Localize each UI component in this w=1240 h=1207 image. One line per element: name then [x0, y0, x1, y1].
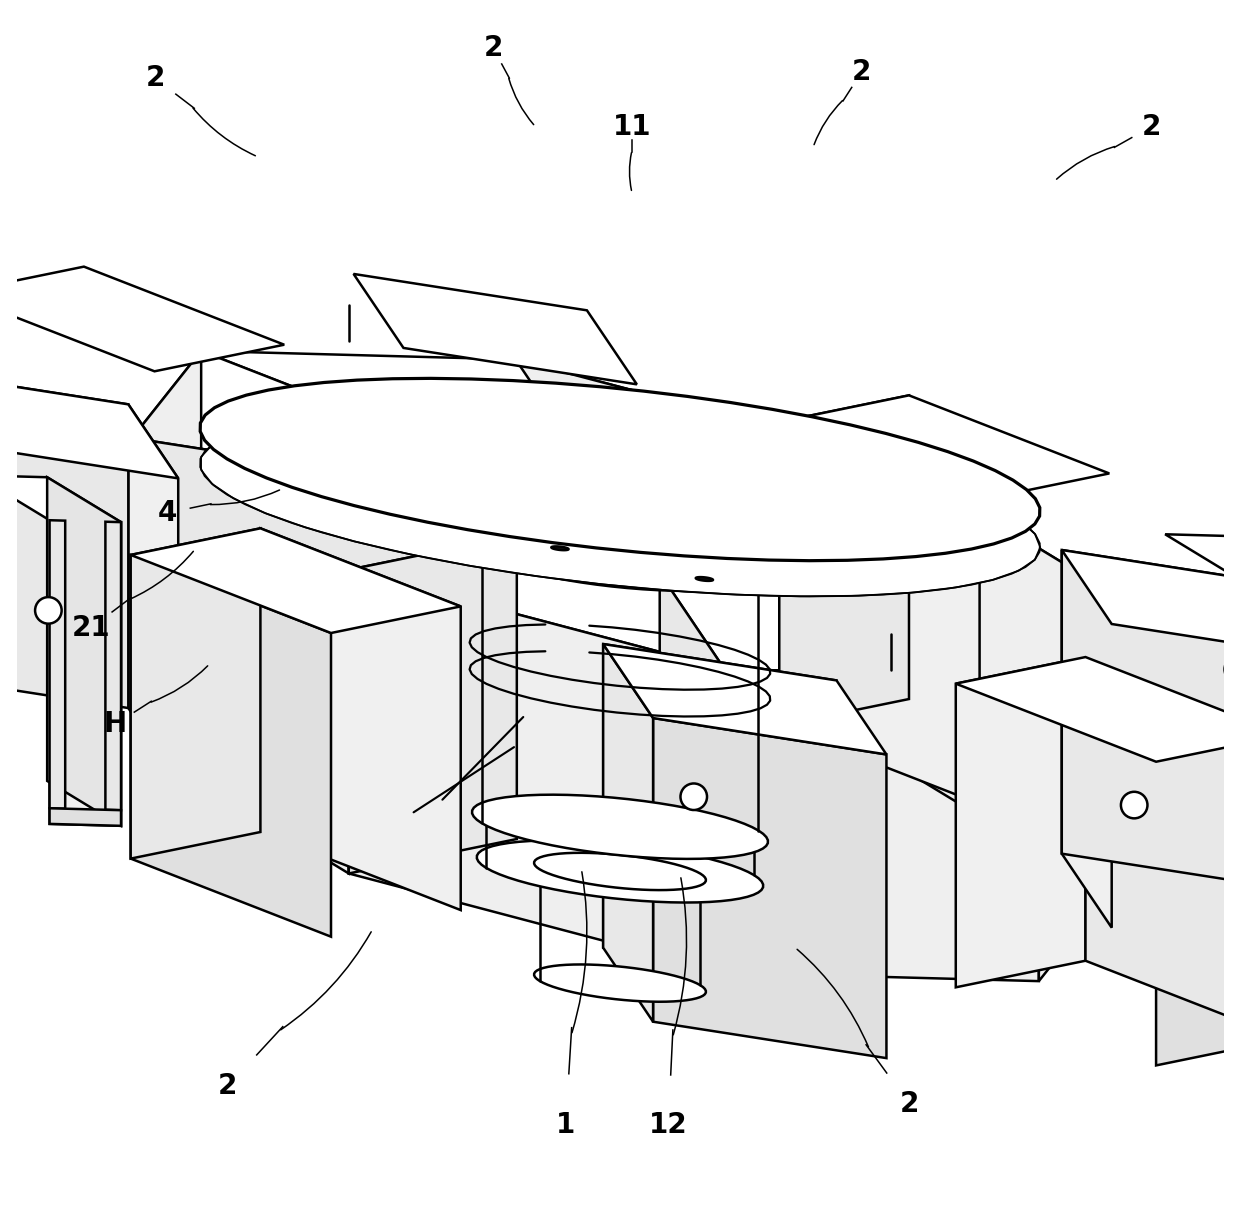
Polygon shape [200, 414, 1040, 596]
Polygon shape [348, 536, 724, 669]
Polygon shape [1061, 550, 1240, 890]
Polygon shape [779, 396, 909, 725]
Polygon shape [892, 459, 1109, 894]
Text: 21: 21 [72, 613, 110, 642]
Text: 12: 12 [649, 1110, 688, 1139]
Polygon shape [641, 549, 658, 553]
Polygon shape [596, 508, 632, 517]
Circle shape [35, 597, 62, 624]
Polygon shape [1202, 556, 1240, 559]
Text: 2: 2 [484, 34, 503, 63]
Polygon shape [1039, 590, 1109, 981]
Text: 2: 2 [218, 1072, 237, 1101]
Polygon shape [130, 529, 260, 858]
Polygon shape [0, 476, 122, 523]
Polygon shape [779, 396, 1110, 500]
Circle shape [681, 783, 707, 810]
Polygon shape [516, 360, 892, 492]
Polygon shape [200, 378, 1040, 561]
Text: 2: 2 [145, 64, 165, 93]
Polygon shape [348, 570, 724, 973]
Polygon shape [534, 964, 706, 1002]
Polygon shape [660, 573, 724, 973]
Polygon shape [1236, 536, 1240, 885]
Polygon shape [1061, 550, 1240, 660]
Polygon shape [131, 438, 434, 789]
Polygon shape [956, 657, 1240, 762]
Polygon shape [780, 543, 1109, 677]
Polygon shape [627, 503, 663, 512]
Text: 4: 4 [157, 498, 177, 527]
Text: 2: 2 [900, 1090, 919, 1119]
Polygon shape [534, 853, 706, 890]
Polygon shape [130, 529, 461, 632]
Polygon shape [956, 657, 1085, 987]
Polygon shape [660, 573, 1039, 677]
Polygon shape [552, 547, 569, 550]
Circle shape [1121, 792, 1147, 818]
Text: 2: 2 [1141, 112, 1161, 141]
Polygon shape [105, 521, 122, 810]
Polygon shape [596, 562, 632, 570]
Polygon shape [1085, 657, 1240, 1039]
Polygon shape [696, 577, 713, 581]
Polygon shape [0, 267, 284, 372]
Polygon shape [131, 351, 201, 742]
Text: 2: 2 [852, 58, 870, 87]
Polygon shape [1061, 550, 1112, 928]
Polygon shape [47, 477, 122, 826]
Polygon shape [131, 438, 517, 570]
Polygon shape [348, 536, 517, 874]
Text: H: H [104, 710, 126, 739]
Polygon shape [558, 537, 575, 542]
Polygon shape [477, 840, 763, 903]
Polygon shape [477, 795, 763, 858]
Polygon shape [201, 351, 580, 455]
Polygon shape [472, 526, 768, 591]
Circle shape [1225, 657, 1240, 683]
Polygon shape [603, 645, 653, 1021]
Polygon shape [128, 404, 179, 782]
Polygon shape [603, 645, 887, 754]
Polygon shape [353, 274, 637, 384]
Text: 1: 1 [556, 1110, 575, 1139]
Polygon shape [653, 718, 887, 1059]
Polygon shape [130, 555, 331, 937]
Polygon shape [724, 669, 1039, 981]
Polygon shape [260, 529, 461, 910]
Polygon shape [779, 422, 980, 804]
Polygon shape [50, 520, 66, 809]
Polygon shape [489, 530, 751, 588]
Polygon shape [472, 794, 768, 859]
Polygon shape [603, 645, 837, 984]
Polygon shape [723, 459, 1109, 590]
Text: 11: 11 [613, 112, 651, 141]
Polygon shape [516, 360, 892, 763]
Polygon shape [0, 368, 128, 709]
Polygon shape [0, 368, 179, 478]
Polygon shape [50, 520, 122, 826]
Polygon shape [12, 497, 84, 500]
Polygon shape [131, 438, 348, 874]
Polygon shape [50, 809, 122, 826]
Polygon shape [1166, 535, 1240, 581]
Polygon shape [131, 351, 460, 485]
Polygon shape [1156, 735, 1240, 1066]
Polygon shape [627, 558, 663, 565]
